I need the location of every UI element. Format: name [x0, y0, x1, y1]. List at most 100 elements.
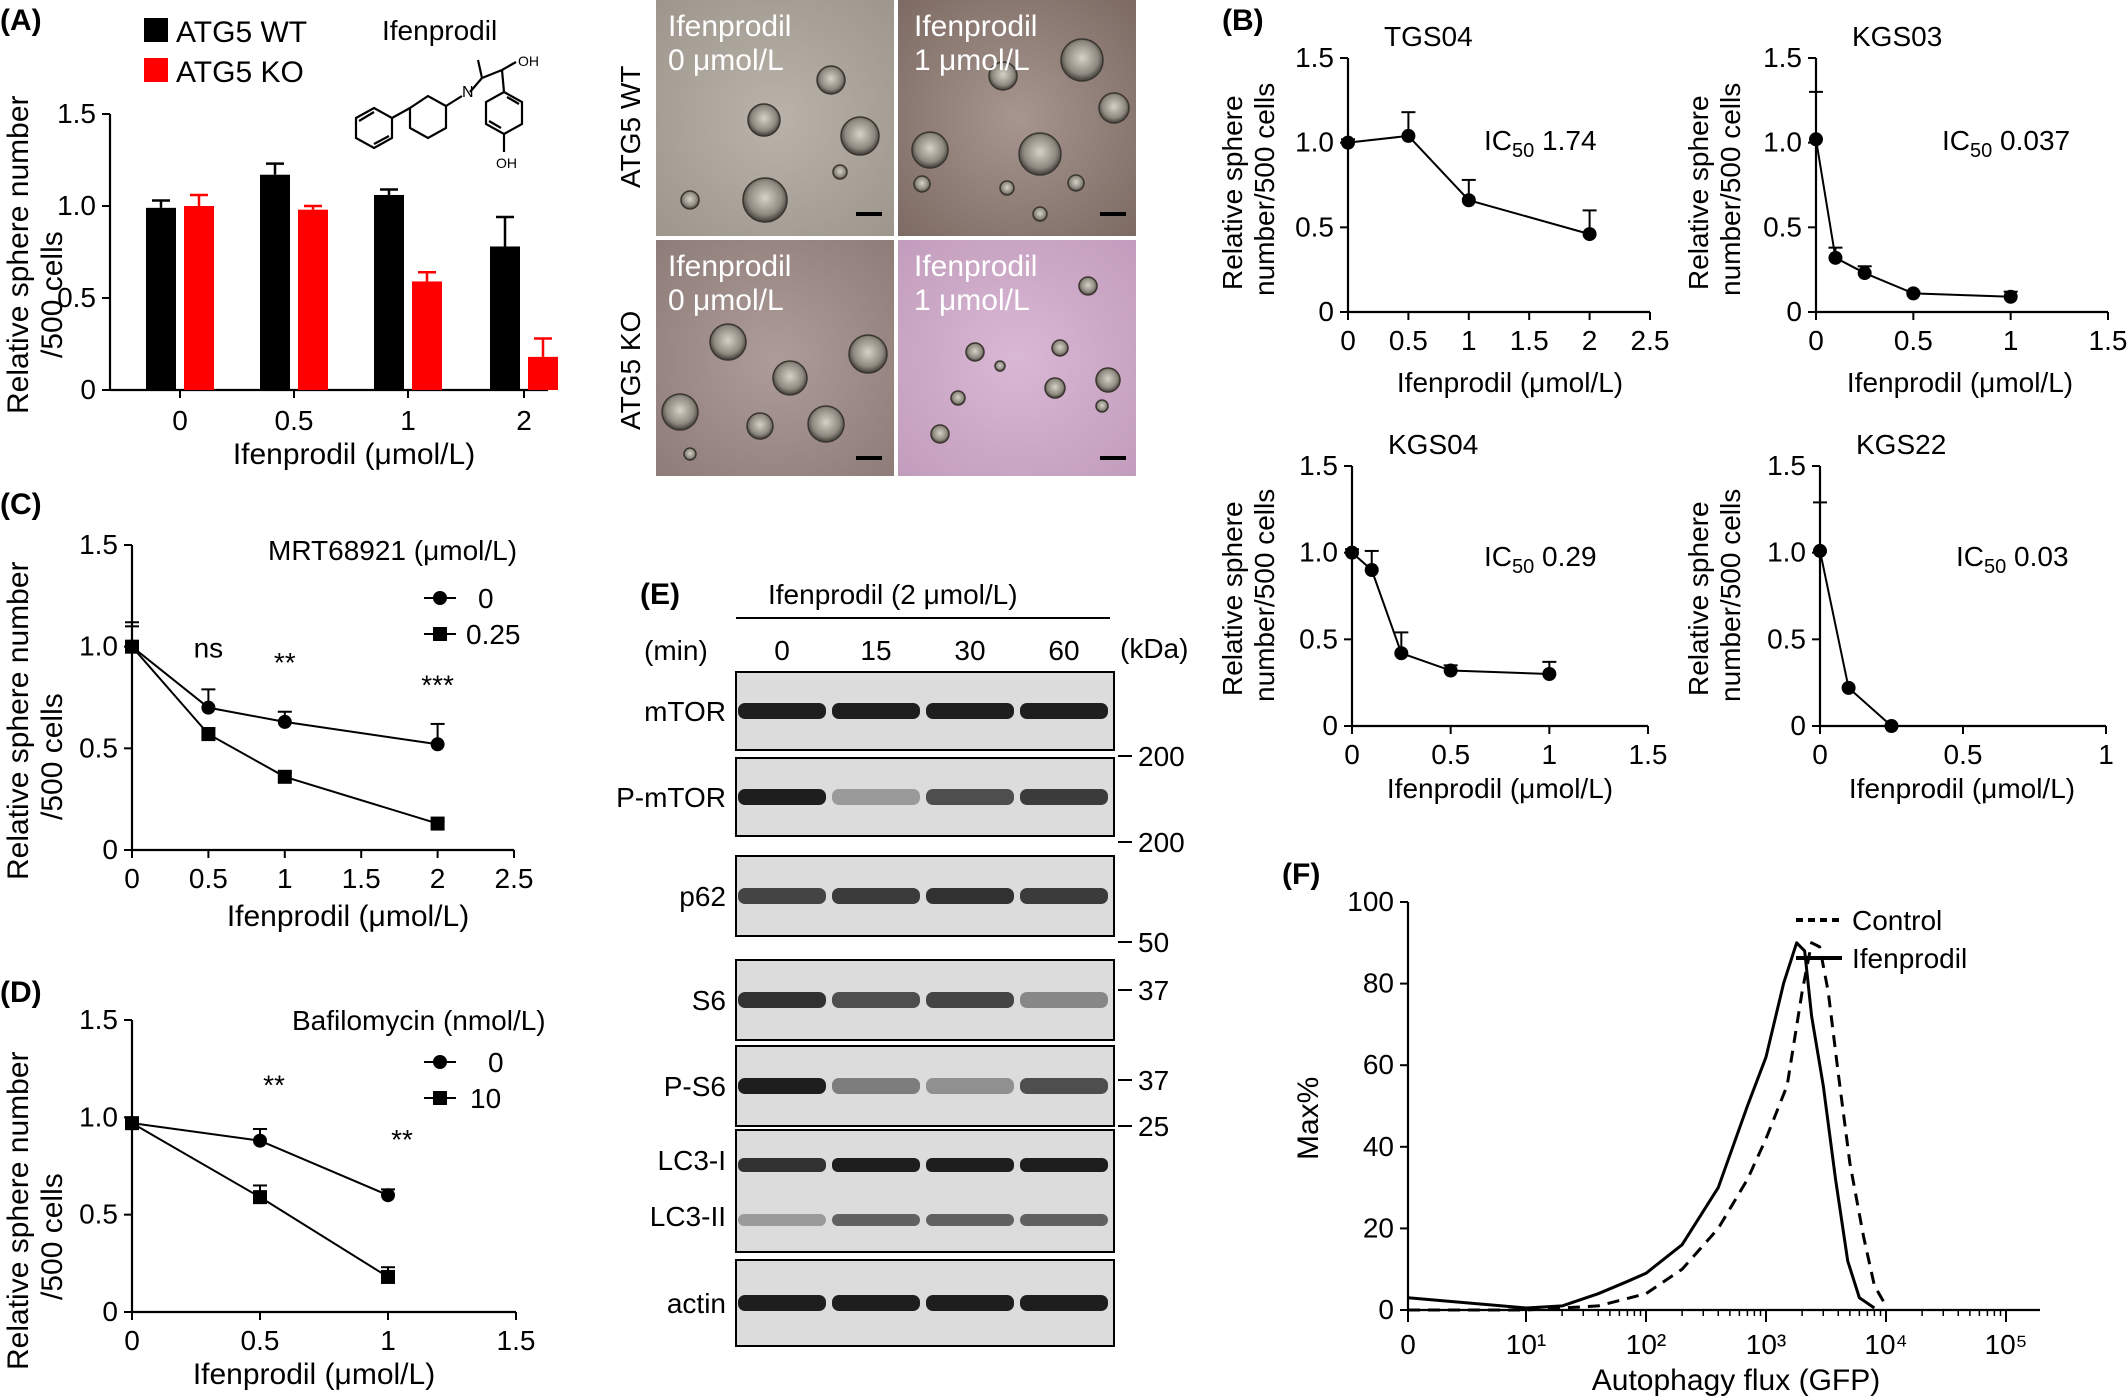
panel-letter-f: (F) [1282, 858, 1320, 891]
structure-atom-oh-bottom: OH [496, 155, 517, 171]
chart-d: 00.51.01.50 0.5 1 1.5****010 [79, 1004, 535, 1356]
micrograph-grid [656, 0, 1136, 476]
x-tick-label: 1.5 [1629, 739, 1668, 770]
data-point [253, 1133, 267, 1148]
blot-band [1020, 703, 1108, 719]
y-tick-label: 0 [102, 834, 118, 865]
time-label: 30 [954, 635, 985, 666]
x-tick-label: 1 [2003, 325, 2019, 356]
blot-band [926, 992, 1014, 1008]
panel-letter-d: (D) [0, 976, 42, 1009]
data-point [2003, 289, 2018, 304]
blot-band [832, 1158, 920, 1172]
series-line [131, 645, 438, 746]
time-label: 60 [1048, 635, 1079, 666]
blot-label: S6 [692, 985, 726, 1016]
micrograph-label-wt0-1: Ifenprodil [668, 10, 791, 43]
blot-label: p62 [679, 881, 726, 912]
micrograph-label-ko1-1: Ifenprodil [914, 250, 1037, 283]
panel-letter-a: (A) [0, 4, 42, 37]
x-tick-label: 0 [1812, 739, 1828, 770]
y-tick-label: 60 [1363, 1049, 1394, 1080]
chart-a: 0 0.5 1.0 1.5 0 0.5 1 2 [57, 98, 558, 436]
y-tick-label: 0 [1322, 710, 1338, 741]
x-tick-label: 2 [1582, 325, 1598, 356]
bar [528, 356, 558, 390]
x-tick-label: 1 [277, 863, 293, 894]
marker-label: 50 [1138, 927, 1169, 958]
treatment-label-c: MRT68921 (μmol/L) [268, 535, 517, 566]
axis-xlabel-d: Ifenprodil (μmol/L) [193, 1358, 435, 1391]
chart-title: TGS04 [1384, 21, 1473, 52]
bar [490, 246, 520, 390]
micrograph-label-wt1-2: 1 μmol/L [914, 44, 1030, 77]
x-tick-label: 1.5 [497, 1325, 536, 1356]
blot-band [832, 789, 920, 805]
blot-band [738, 1078, 826, 1094]
y-tick-label: 1.5 [79, 1004, 118, 1035]
y-tick-label: 0.5 [1295, 211, 1334, 242]
significance-label: ns [194, 633, 224, 664]
structure-atom-oh-top: OH [518, 53, 539, 69]
data-point [381, 1269, 395, 1284]
blot-band [926, 789, 1014, 805]
legend-c: 00.25 [424, 583, 521, 650]
series-line [131, 646, 438, 825]
data-point [253, 1190, 267, 1205]
blot-band [738, 789, 826, 805]
y-tick-label: 1.5 [1767, 450, 1806, 481]
x-tick-label: 0 [124, 863, 140, 894]
axis-ylabel-a-2: /500 cells [36, 231, 69, 358]
ic50-annotation: IC50 1.74 [1484, 125, 1597, 162]
y-tick-label: 40 [1363, 1131, 1394, 1162]
y-tick-label: 0.5 [57, 282, 96, 313]
y-tick-label: 0.5 [79, 1199, 118, 1230]
micrograph-label-ko0-1: Ifenprodil [668, 250, 791, 283]
data-point [1364, 563, 1379, 577]
x-tick-label: 1 [1542, 739, 1558, 770]
x-tick-label: 10⁵ [1985, 1329, 2028, 1360]
time-label: (min) [644, 635, 708, 666]
blot-band [832, 1295, 920, 1311]
blot-band [1020, 1214, 1108, 1226]
axis-xlabel-b3: Ifenprodil (μmol/L) [1387, 773, 1613, 804]
x-tick-label: 2.5 [1631, 325, 1670, 356]
axis-xlabel-b1: Ifenprodil (μmol/L) [1397, 367, 1623, 398]
bar [298, 209, 328, 390]
blot-band [1020, 888, 1108, 904]
panel-letter-e: (E) [640, 578, 680, 611]
legend-label-ko: ATG5 KO [176, 56, 304, 89]
blot-band [1020, 789, 1108, 805]
histogram-ifenprodil [1407, 941, 1876, 1310]
blot-band [926, 1078, 1014, 1094]
blot-band [832, 888, 920, 904]
data-point [1841, 680, 1856, 695]
axis-ylabel-b4-2: number/500 cells [1715, 489, 1746, 702]
x-tick-label: 1.5 [2089, 325, 2128, 356]
time-label: 0 [774, 635, 790, 666]
significance-label: *** [421, 669, 454, 700]
x-tick-label: 0 [1340, 325, 1356, 356]
micrograph-label-wt1-1: Ifenprodil [914, 10, 1037, 43]
x-tick-label: 1 [380, 1325, 396, 1356]
blot-band [738, 703, 826, 719]
axis-xlabel-a: Ifenprodil (μmol/L) [233, 438, 475, 471]
series-line [1819, 550, 1893, 727]
data-point [1341, 135, 1355, 150]
x-tick-label: 0 [1400, 1329, 1416, 1360]
axis-ylabel-b1-2: number/500 cells [1249, 83, 1280, 296]
y-tick-label: 0 [1378, 1294, 1394, 1325]
data-point [1461, 193, 1476, 208]
x-tick-label: 0.5 [275, 405, 314, 436]
blot-time-labels: 0 15 30 60 [774, 635, 1079, 666]
marker-label: 200 [1138, 741, 1185, 772]
data-point [277, 714, 292, 729]
x-tick-label: 0 [172, 405, 188, 436]
y-tick-label: 0 [1318, 296, 1334, 327]
y-tick-label: 0 [1790, 710, 1806, 741]
ic50-annotation: IC50 0.03 [1956, 541, 2069, 578]
y-tick-label: 1.0 [1767, 537, 1806, 568]
legend-swatch-wt [144, 18, 168, 42]
y-tick-label: 1.0 [57, 190, 96, 221]
